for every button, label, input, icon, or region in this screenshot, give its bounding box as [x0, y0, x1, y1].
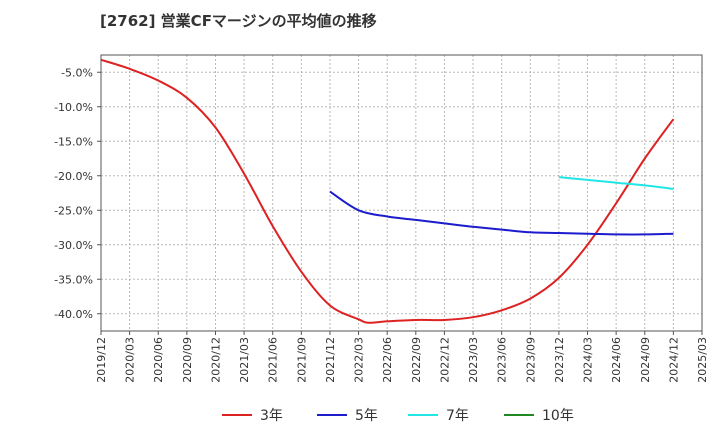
legend-swatch	[408, 414, 438, 416]
x-tick-label: 2020/06	[152, 337, 165, 383]
gridlines	[101, 55, 702, 331]
y-tick-label: -15.0%	[54, 135, 93, 148]
legend-item: 7年	[408, 405, 469, 425]
x-tick-label: 2022/12	[438, 337, 451, 383]
x-tick-labels: 2019/12 2020/03 2020/06 2020/09 2020/12 2021/…	[95, 337, 709, 383]
legend-swatch	[222, 414, 252, 416]
x-tick-label: 2020/09	[181, 337, 194, 383]
axes	[97, 54, 703, 335]
x-tick-label: 2024/09	[639, 337, 652, 383]
legend: 3年 5年 7年 10年	[0, 405, 720, 429]
y-tick-label: -35.0%	[54, 273, 93, 286]
x-tick-label: 2021/12	[324, 337, 337, 383]
x-tick-label: 2025/03	[696, 337, 709, 383]
legend-label: 7年	[446, 408, 469, 424]
x-tick-label: 2021/09	[295, 337, 308, 383]
x-tick-label: 2022/06	[381, 337, 394, 383]
x-tick-label: 2024/03	[582, 337, 595, 383]
y-tick-labels: -5.0% -10.0% -15.0% -20.0% -25.0% -30.0% -35.0…	[54, 66, 93, 321]
x-tick-label: 2024/12	[667, 337, 680, 383]
legend-item: 3年	[222, 405, 283, 425]
legend-label: 10年	[542, 408, 574, 424]
legend-swatch	[317, 414, 347, 416]
x-tick-label: 2023/12	[553, 337, 566, 383]
y-tick-label: -5.0%	[61, 66, 93, 79]
series-line-2	[329, 190, 674, 236]
legend-label: 5年	[355, 408, 378, 424]
y-tick-label: -30.0%	[54, 239, 93, 252]
legend-item: 5年	[317, 405, 378, 425]
x-tick-label: 2020/03	[124, 337, 137, 383]
series-line-1	[100, 58, 675, 324]
y-tick-label: -20.0%	[54, 170, 93, 183]
y-tick-label: -40.0%	[54, 308, 93, 321]
x-tick-label: 2023/06	[496, 337, 509, 383]
legend-item: 10年	[504, 405, 574, 425]
x-tick-label: 2019/12	[95, 337, 108, 383]
series-line-3	[558, 176, 674, 190]
x-tick-label: 2022/03	[353, 337, 366, 383]
x-tick-label: 2023/03	[467, 337, 480, 383]
x-tick-label: 2023/09	[524, 337, 537, 383]
series-lines	[100, 58, 675, 324]
x-tick-label: 2024/06	[610, 337, 623, 383]
y-tick-label: -25.0%	[54, 204, 93, 217]
plot-frame	[100, 54, 703, 332]
y-tick-label: -10.0%	[54, 101, 93, 114]
x-tick-label: 2022/09	[410, 337, 423, 383]
x-tick-label: 2021/03	[238, 337, 251, 383]
legend-swatch	[504, 414, 534, 416]
legend-label: 3年	[260, 408, 283, 424]
x-tick-label: 2021/06	[267, 337, 280, 383]
x-tick-label: 2020/12	[209, 337, 222, 383]
chart-title: [2762] 営業CFマージンの平均値の推移	[100, 12, 377, 30]
